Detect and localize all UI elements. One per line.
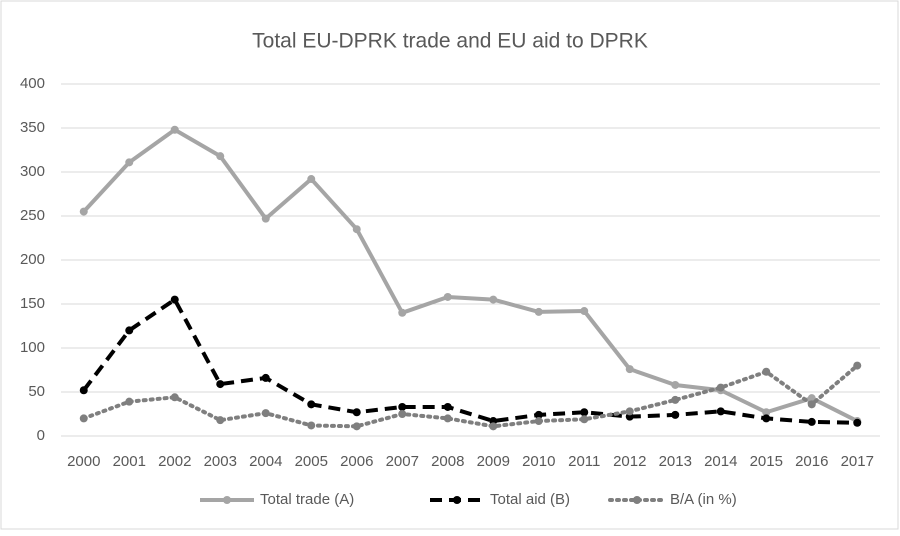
- x-tick-label: 2014: [704, 453, 737, 470]
- y-tick-label: 300: [20, 163, 45, 180]
- legend-label: Total trade (A): [260, 491, 354, 508]
- marker: [489, 295, 498, 304]
- marker: [580, 408, 589, 417]
- x-tick-label: 2004: [249, 453, 282, 470]
- marker: [170, 125, 179, 134]
- x-tick-label: 2002: [158, 453, 191, 470]
- x-tick-label: 2013: [659, 453, 692, 470]
- marker: [443, 292, 452, 301]
- legend-label: B/A (in %): [670, 491, 737, 508]
- marker: [170, 295, 179, 304]
- x-tick-label: 2011: [568, 453, 600, 470]
- marker: [807, 417, 816, 426]
- marker: [125, 397, 134, 406]
- x-tick-label: 2001: [113, 453, 146, 470]
- marker: [261, 373, 270, 382]
- marker: [534, 410, 543, 419]
- marker: [762, 367, 771, 376]
- y-tick-label: 150: [20, 295, 45, 312]
- x-tick-label: 2005: [295, 453, 328, 470]
- marker: [716, 407, 725, 416]
- marker: [398, 402, 407, 411]
- series-line: [81, 363, 860, 429]
- marker: [79, 386, 88, 395]
- marker: [625, 407, 634, 416]
- marker: [716, 383, 725, 392]
- legend-marker: [453, 496, 461, 504]
- marker: [125, 158, 134, 167]
- y-tick-label: 0: [37, 427, 45, 444]
- marker: [352, 422, 361, 431]
- marker: [216, 380, 225, 389]
- marker: [398, 308, 407, 317]
- marker: [625, 365, 634, 374]
- y-tick-label: 200: [20, 251, 45, 268]
- marker: [443, 414, 452, 423]
- marker: [79, 414, 88, 423]
- x-tick-label: 2016: [795, 453, 828, 470]
- marker: [79, 207, 88, 216]
- marker: [762, 414, 771, 423]
- y-tick-label: 400: [20, 75, 45, 92]
- marker: [216, 152, 225, 161]
- marker: [534, 307, 543, 316]
- marker: [398, 410, 407, 418]
- legend-marker: [223, 496, 231, 504]
- marker: [261, 214, 270, 223]
- x-tick-label: 2010: [522, 453, 555, 470]
- y-tick-label: 50: [28, 383, 45, 400]
- series-line: [82, 297, 858, 425]
- series-line: [82, 127, 859, 423]
- x-tick-label: 2009: [477, 453, 510, 470]
- marker: [352, 225, 361, 234]
- marker: [307, 421, 316, 430]
- marker: [580, 307, 589, 316]
- marker: [671, 410, 680, 419]
- marker: [261, 409, 270, 418]
- chart-title: Total EU-DPRK trade and EU aid to DPRK: [252, 30, 648, 53]
- marker: [853, 361, 862, 370]
- x-tick-label: 2007: [386, 453, 419, 470]
- y-tick-label: 100: [20, 339, 45, 356]
- marker: [307, 400, 316, 409]
- legend-marker: [633, 496, 641, 504]
- legend-label: Total aid (B): [490, 491, 570, 508]
- x-tick-label: 2017: [841, 453, 874, 470]
- x-tick-label: 2008: [431, 453, 464, 470]
- marker: [352, 408, 361, 417]
- marker: [671, 380, 680, 389]
- marker: [216, 416, 225, 425]
- marker: [170, 393, 179, 402]
- marker: [307, 175, 316, 184]
- marker: [125, 326, 134, 335]
- marker: [443, 402, 452, 411]
- marker: [671, 395, 680, 404]
- x-tick-label: 2000: [67, 453, 100, 470]
- x-tick-label: 2003: [204, 453, 237, 470]
- marker: [762, 408, 771, 417]
- marker: [580, 415, 589, 424]
- x-tick-label: 2012: [613, 453, 646, 470]
- marker: [853, 418, 862, 427]
- marker: [534, 417, 543, 426]
- marker: [489, 422, 498, 431]
- y-tick-label: 350: [20, 119, 45, 136]
- marker: [807, 400, 816, 409]
- x-tick-label: 2015: [750, 453, 783, 470]
- x-tick-label: 2006: [340, 453, 373, 470]
- y-tick-label: 250: [20, 207, 45, 224]
